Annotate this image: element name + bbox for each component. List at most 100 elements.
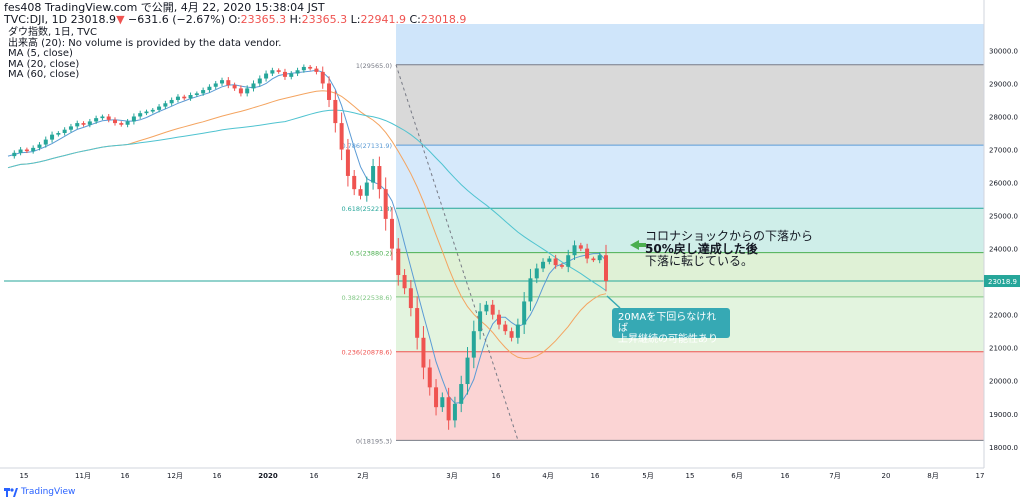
footer-brand: TradingView <box>21 487 76 497</box>
candle <box>238 88 243 94</box>
legend-volume[interactable]: 出来高 (20): No volume is provided by the d… <box>8 37 282 49</box>
high-label: H: <box>289 13 302 26</box>
candle <box>440 397 445 408</box>
open-value: 23365.3 <box>240 13 287 26</box>
candle <box>421 337 426 368</box>
x-tick-label: 16 <box>121 472 130 480</box>
y-tick-label: 27000.0 <box>989 147 1018 155</box>
candle <box>144 111 149 114</box>
ma5-line <box>7 69 607 404</box>
candle <box>119 123 124 125</box>
candle <box>220 80 225 84</box>
candle <box>308 66 313 69</box>
candle <box>81 123 86 125</box>
candle <box>163 103 168 107</box>
y-tick-label: 20000.0 <box>989 378 1018 386</box>
candle <box>591 258 596 261</box>
legend-ma20[interactable]: MA (20, close) <box>8 58 80 70</box>
y-axis: 18000.019000.020000.021000.022000.023000… <box>983 0 1020 468</box>
callout2-line2: 上昇継続の可能性あり <box>618 334 718 345</box>
annotation-arrows <box>606 240 646 309</box>
legend-title[interactable]: ダウ指数, 1日, TVC <box>8 27 98 38</box>
symbol: TVC:DJI, 1D <box>4 13 68 26</box>
fib-label-0.786: 0.786(27131.9) <box>341 142 392 150</box>
candle <box>358 189 363 196</box>
ma60-line <box>7 109 607 292</box>
candle <box>207 86 212 91</box>
candle <box>213 83 218 87</box>
candle <box>553 258 558 266</box>
candle <box>18 149 23 153</box>
fib-label-0.5: 0.5(23880.2) <box>350 250 392 258</box>
x-tick-label: 5月 <box>642 472 653 480</box>
last-price: 23018.9 <box>70 13 117 26</box>
high-value: 23365.3 <box>301 13 348 26</box>
candle <box>528 278 533 302</box>
legend-ma60[interactable]: MA (60, close) <box>8 69 80 80</box>
candle <box>465 357 470 385</box>
candle <box>100 116 105 119</box>
x-tick-label: 15 <box>20 472 29 480</box>
candle <box>37 144 42 148</box>
candle <box>396 248 401 276</box>
candle <box>113 119 118 124</box>
candle <box>377 166 382 190</box>
candle <box>50 134 55 140</box>
chart-header: fes408 TradingView.com で公開, 4月 22, 2020 … <box>4 2 466 26</box>
last-price-tag <box>984 275 1020 288</box>
footer[interactable]: TradingView <box>4 487 75 497</box>
candle <box>604 255 608 282</box>
candle <box>31 147 36 152</box>
x-tick-label: 6月 <box>731 472 742 480</box>
x-tick-label: 16 <box>310 472 319 480</box>
candle <box>459 384 464 404</box>
candle <box>345 149 350 176</box>
candle <box>490 304 495 315</box>
candle <box>597 255 602 261</box>
candle <box>522 301 527 325</box>
low-value: 22941.9 <box>360 13 406 26</box>
ohlc-line: TVC:DJI, 1D 23018.9▼ −631.6 (−2.67%) O:2… <box>4 14 466 26</box>
legend-ma5[interactable]: MA (5, close) <box>8 48 73 59</box>
candle <box>496 314 501 325</box>
x-tick-label: 4月 <box>542 472 553 480</box>
x-tick-label: 3月 <box>446 472 457 480</box>
callout1-line1: コロナショックからの下落から <box>645 229 814 243</box>
candle <box>12 152 17 157</box>
callout-20ma: 20MAを下回らなければ 上昇継続の可能性あり <box>612 308 730 345</box>
y-tick-label: 29000.0 <box>989 80 1018 88</box>
fib-bands <box>396 24 984 441</box>
candle <box>68 126 73 130</box>
open-label: O: <box>228 13 241 26</box>
candle <box>175 96 180 100</box>
fib-band-0.786 <box>396 145 984 209</box>
candle <box>559 265 564 267</box>
candle <box>125 121 130 125</box>
candle <box>245 88 250 94</box>
candle <box>182 96 187 99</box>
candle <box>282 71 287 77</box>
candle <box>566 255 571 267</box>
fib-band-top <box>396 24 984 65</box>
x-tick-label: 16 <box>492 472 501 480</box>
callout-pointer <box>606 295 621 309</box>
candle <box>364 182 369 196</box>
candle <box>24 149 29 152</box>
candle <box>484 304 489 312</box>
x-tick-label: 11月 <box>75 472 91 480</box>
candle <box>415 308 420 338</box>
candle <box>314 68 319 72</box>
x-tick-label: 2月 <box>357 472 368 480</box>
candle <box>62 129 67 133</box>
candle <box>383 189 388 219</box>
candle <box>131 116 136 122</box>
y-tick-label: 21000.0 <box>989 345 1018 353</box>
y-tick-label: 18000.0 <box>989 444 1018 452</box>
x-tick-label: 16 <box>213 472 222 480</box>
y-tick-label: 25000.0 <box>989 213 1018 221</box>
fib-label-0.618: 0.618(25221.8) <box>341 205 392 213</box>
candle <box>509 331 514 338</box>
candle <box>257 78 262 84</box>
